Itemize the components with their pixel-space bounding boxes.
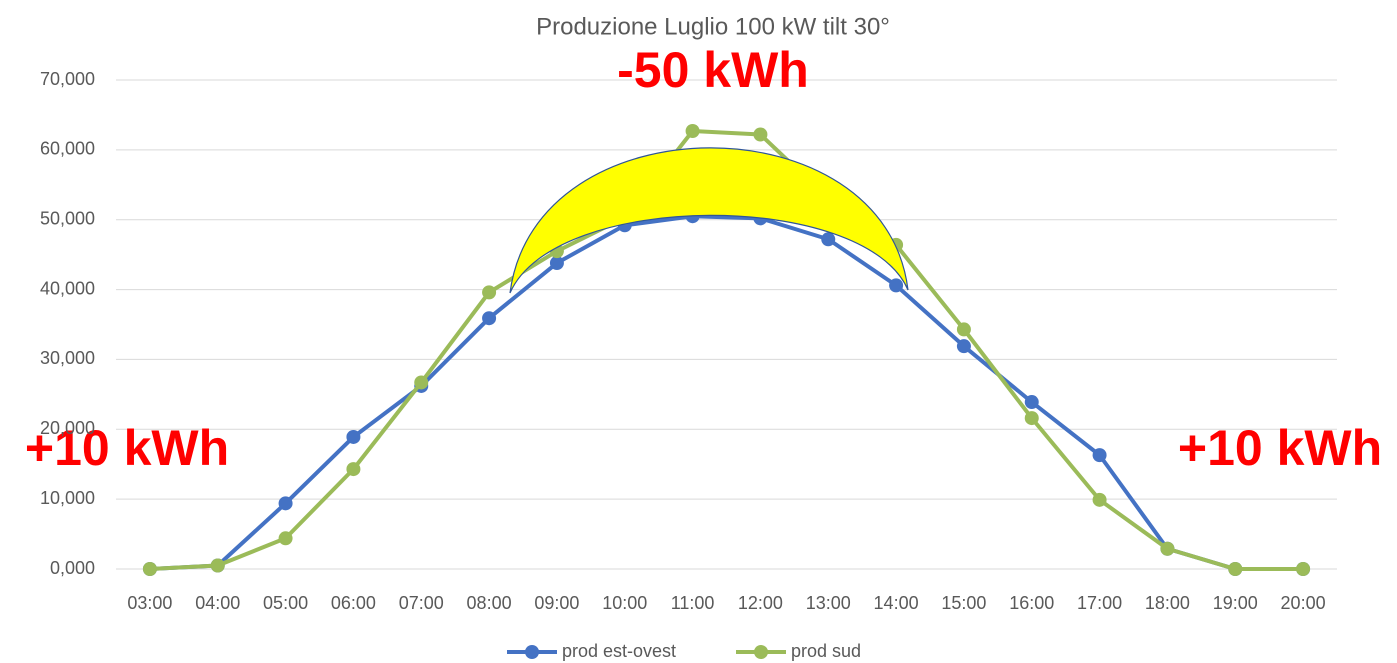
chart-title: Produzione Luglio 100 kW tilt 30° xyxy=(536,13,890,40)
data-point xyxy=(346,429,361,444)
x-tick-label: 14:00 xyxy=(874,593,919,613)
x-tick-label: 08:00 xyxy=(467,593,512,613)
annotation: +10 kWh xyxy=(25,420,229,476)
data-point xyxy=(1092,492,1107,507)
x-tick-label: 09:00 xyxy=(534,593,579,613)
legend-marker xyxy=(525,645,539,659)
data-point xyxy=(278,496,293,511)
y-tick-label: 30,000 xyxy=(40,348,95,368)
crescent-highlight xyxy=(509,147,909,294)
series-line xyxy=(149,214,1304,571)
y-tick-label: 0,000 xyxy=(50,558,95,578)
data-point xyxy=(821,232,836,247)
x-tick-label: 05:00 xyxy=(263,593,308,613)
data-point xyxy=(278,531,293,546)
data-point xyxy=(482,311,497,326)
data-point xyxy=(549,256,564,271)
x-tick-label: 03:00 xyxy=(127,593,172,613)
y-tick-label: 40,000 xyxy=(40,278,95,298)
grid xyxy=(116,79,1337,570)
x-tick-label: 20:00 xyxy=(1281,593,1326,613)
y-tick-label: 60,000 xyxy=(40,139,95,159)
x-tick-label: 18:00 xyxy=(1145,593,1190,613)
data-point xyxy=(346,462,361,477)
legend-marker xyxy=(754,645,768,659)
data-point xyxy=(1296,562,1311,576)
x-tick-label: 17:00 xyxy=(1077,593,1122,613)
data-point xyxy=(956,339,971,354)
data-point xyxy=(142,562,157,576)
x-tick-label: 16:00 xyxy=(1009,593,1054,613)
data-point xyxy=(210,558,225,573)
x-tick-label: 06:00 xyxy=(331,593,376,613)
data-point xyxy=(1160,541,1175,556)
data-point xyxy=(1024,395,1039,410)
data-point xyxy=(1024,411,1039,426)
data-point xyxy=(482,285,497,300)
data-point xyxy=(753,127,768,142)
x-tick-label: 13:00 xyxy=(806,593,851,613)
data-point xyxy=(1092,448,1107,463)
data-point xyxy=(1228,562,1243,576)
y-tick-label: 70,000 xyxy=(40,69,95,89)
x-tick-label: 15:00 xyxy=(941,593,986,613)
y-tick-label: 50,000 xyxy=(40,208,95,228)
x-tick-label: 19:00 xyxy=(1213,593,1258,613)
annotation: -50 kWh xyxy=(617,42,809,98)
data-point xyxy=(414,375,429,390)
data-point xyxy=(685,123,700,138)
y-tick-label: 20,000 xyxy=(40,418,95,438)
annotation: +10 kWh xyxy=(1178,420,1382,476)
legend-label: prod est-ovest xyxy=(562,641,676,661)
series-line xyxy=(149,128,1304,571)
x-tick-label: 12:00 xyxy=(738,593,783,613)
data-point xyxy=(889,278,904,293)
legend-label: prod sud xyxy=(791,641,861,661)
x-tick-label: 07:00 xyxy=(399,593,444,613)
x-tick-label: 10:00 xyxy=(602,593,647,613)
y-tick-label: 10,000 xyxy=(40,488,95,508)
x-tick-label: 11:00 xyxy=(671,593,715,613)
x-tick-label: 04:00 xyxy=(195,593,240,613)
data-point xyxy=(956,322,971,337)
